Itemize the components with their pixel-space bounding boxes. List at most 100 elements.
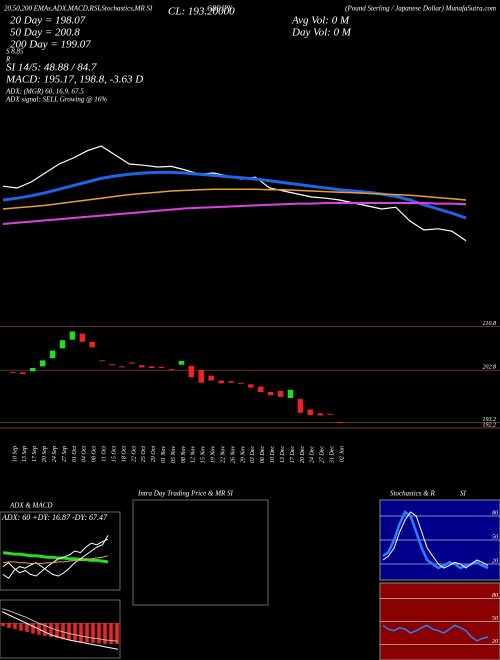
x-tick-label: 24 Sep — [51, 446, 58, 462]
y-tick-label: 80 — [492, 593, 498, 599]
series-line — [2, 538, 109, 577]
histogram-bar — [25, 623, 29, 632]
panel-border — [0, 511, 121, 591]
histogram-bar — [73, 623, 77, 641]
x-tick-label: 27 Sep — [62, 446, 68, 462]
candle — [297, 399, 304, 413]
histogram-bar — [13, 623, 17, 629]
series-line — [2, 551, 109, 564]
histogram-bar — [79, 623, 83, 642]
x-tick-label: 17 Dec — [290, 446, 296, 463]
x-tick-label: 25 Oct — [141, 446, 147, 462]
series-line — [2, 555, 109, 564]
x-tick-label: 10 Dec — [270, 446, 276, 463]
histogram-bar — [1, 623, 5, 627]
candle — [30, 368, 36, 372]
candle — [49, 350, 56, 359]
series-line — [2, 188, 467, 210]
y-tick-label: 20 — [492, 639, 498, 645]
adx-text: ADX: (MGR) 60, 16.9, 67.5 — [5, 88, 84, 96]
x-tick-label: 29 Oct — [151, 446, 157, 462]
candle — [327, 413, 333, 415]
candle — [208, 375, 214, 381]
histogram-bar — [97, 623, 101, 644]
series-line — [382, 624, 489, 642]
histogram-bar — [91, 623, 95, 643]
y-tick-label: 202.8 — [483, 365, 497, 371]
candle — [89, 341, 96, 348]
panel-title: Stochastics & R — [390, 490, 435, 498]
x-tick-label: 29 Nov — [240, 446, 246, 464]
x-tick-label: 27 Dec — [320, 446, 326, 463]
candle — [39, 360, 46, 367]
y-tick-label: 192.2 — [483, 422, 497, 428]
candle — [248, 384, 254, 388]
rsi-text: SI 14/5: 48.88 / 84.7 — [6, 62, 97, 74]
intraday-title: Intra Day Trading Price & MR SI — [137, 490, 234, 498]
candle — [20, 372, 26, 374]
candle — [287, 389, 294, 398]
histogram-bar — [49, 623, 53, 638]
intraday-panel — [132, 499, 269, 606]
y-tick-label: 50 — [492, 534, 498, 540]
candle — [188, 365, 195, 378]
candle — [139, 365, 145, 368]
candle — [158, 366, 165, 368]
histogram-bar — [61, 623, 65, 640]
candle — [168, 369, 175, 371]
series-line — [2, 535, 109, 579]
histogram-bar — [31, 623, 35, 634]
x-tick-label: 05 Nov — [171, 446, 177, 464]
panel-border — [0, 599, 121, 659]
y-tick-label: 80 — [492, 510, 498, 516]
day-volume: Day Vol: 0 M — [291, 27, 352, 39]
x-tick-label: 15 Oct — [111, 446, 117, 462]
studies: 20,50,200 EMAs,ADX,MACD,RSI,Stochastics,… — [4, 5, 153, 13]
candle — [218, 380, 224, 384]
candle — [109, 364, 115, 366]
series-line — [1, 611, 119, 650]
x-tick-label: 01 Nov — [161, 446, 167, 464]
panel-subtitle: ADX: 60 +DY: 16.87 -DY: 67.47 — [1, 513, 108, 522]
histogram-bar — [115, 623, 119, 645]
x-tick-label: 18 Oct — [121, 446, 127, 462]
y-tick-label: 20 — [492, 558, 498, 564]
histogram-bar — [103, 623, 107, 645]
candle — [277, 390, 284, 397]
x-tick-label: 20 Sep — [42, 446, 48, 462]
x-tick-label: 06 Dec — [260, 446, 266, 463]
x-tick-label: 08 Nov — [181, 446, 187, 464]
x-tick-label: 24 Dec — [309, 446, 316, 463]
x-tick-label: 12 Nov — [191, 446, 197, 464]
close-price: CL: 193.20000 — [168, 6, 235, 18]
candle — [79, 333, 86, 342]
avg-volume: Avg Vol: 0 M — [291, 15, 350, 27]
resistance: R — [5, 56, 11, 64]
y-tick-label: 50 — [492, 616, 498, 622]
histogram-bar — [43, 623, 47, 636]
support: S 8.85 — [6, 48, 24, 56]
candle — [238, 382, 244, 384]
x-tick-label: 02 Jan — [339, 446, 345, 462]
x-tick-label: 20 Dec — [300, 446, 306, 463]
series-line — [1, 608, 119, 642]
x-tick-label: 31 Dec — [330, 446, 336, 464]
x-tick-label: 19 Nov — [211, 446, 217, 464]
x-tick-label: 03 Dec — [250, 446, 256, 463]
x-tick-label: 17 Sep — [32, 446, 38, 462]
series-line — [2, 170, 467, 220]
candle — [198, 370, 205, 383]
adx-signal: ADX signal: SELL Growing @ 16% — [5, 96, 107, 104]
x-tick-label: 22 Nov — [220, 446, 226, 464]
candle — [10, 371, 16, 373]
series-line — [382, 511, 489, 569]
candle — [307, 409, 314, 415]
x-tick-label: 26 Nov — [230, 446, 236, 464]
candle — [129, 362, 135, 364]
ema200: 200 Day = 199.07 — [10, 39, 91, 51]
candle — [69, 331, 76, 340]
candle — [337, 422, 343, 424]
candle — [257, 386, 264, 392]
